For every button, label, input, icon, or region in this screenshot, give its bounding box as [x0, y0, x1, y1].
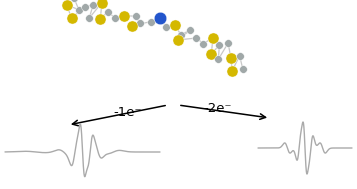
Text: -1e⁻: -1e⁻: [114, 105, 142, 119]
Text: -2e⁻: -2e⁻: [204, 101, 232, 115]
